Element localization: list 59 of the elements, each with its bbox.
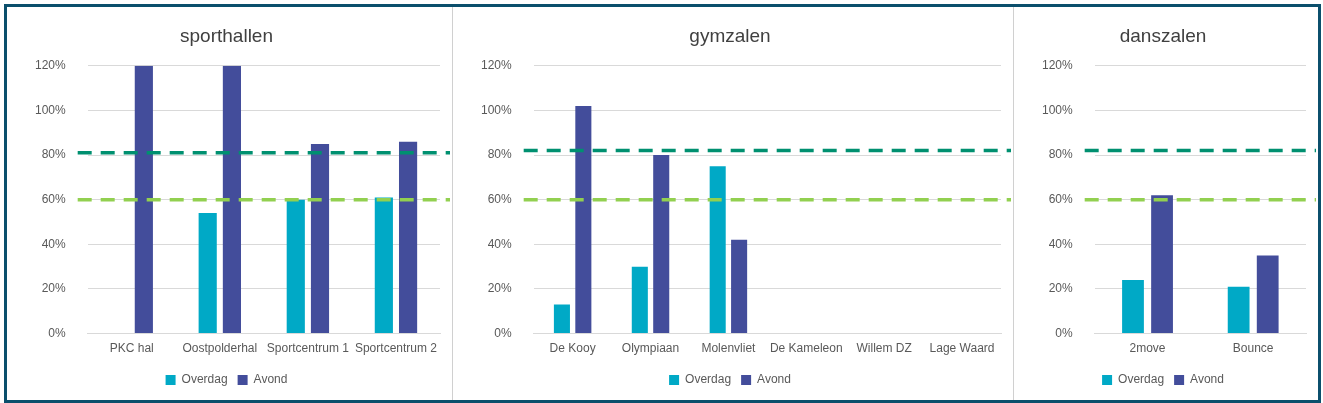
bar	[653, 155, 670, 334]
bar	[709, 166, 726, 334]
x-tick-label: 2move	[1129, 341, 1166, 356]
y-tick-label: 0%	[1055, 325, 1074, 340]
bar	[1256, 255, 1279, 334]
x-tick-label: Olympiaan	[621, 341, 680, 356]
y-tick-label: 40%	[41, 236, 67, 251]
legend-label: Avond	[253, 372, 288, 387]
x-tick-label: Oostpolderhal	[182, 341, 258, 356]
x-tick-label: De Kooy	[549, 341, 596, 356]
y-tick-label: 60%	[41, 192, 67, 207]
bar	[134, 65, 153, 334]
bar	[286, 199, 305, 334]
x-tick-label: De Kameleon	[769, 341, 843, 356]
y-tick-label: 40%	[1048, 236, 1074, 251]
y-tick-label: 20%	[487, 281, 513, 296]
y-tick-label: 20%	[41, 281, 67, 296]
legend-label: Avond	[757, 372, 791, 387]
legend-label: Overdag	[1118, 372, 1165, 387]
bar	[310, 143, 330, 334]
y-tick-label: 120%	[480, 58, 513, 73]
y-tick-label: 60%	[1048, 192, 1074, 207]
legend-label: Avond	[1190, 372, 1224, 387]
y-tick-label: 100%	[1041, 102, 1074, 117]
y-tick-label: 60%	[487, 192, 513, 207]
y-tick-label: 100%	[34, 102, 67, 117]
bar	[1122, 280, 1144, 334]
chart-title: danszalen	[1119, 24, 1207, 46]
bar	[631, 266, 648, 334]
y-tick-label: 120%	[1041, 58, 1074, 73]
bar	[1151, 195, 1173, 334]
bar	[398, 141, 418, 334]
x-tick-label: PKC hal	[109, 341, 154, 356]
bar	[222, 65, 241, 334]
y-tick-label: 120%	[34, 58, 67, 73]
y-tick-label: 40%	[487, 236, 513, 251]
y-tick-label: 20%	[1048, 281, 1074, 296]
y-tick-label: 0%	[48, 325, 67, 340]
bar	[198, 213, 217, 334]
y-tick-label: 80%	[41, 147, 67, 162]
y-tick-label: 0%	[494, 325, 513, 340]
bar	[374, 197, 393, 334]
y-tick-label: 80%	[487, 147, 513, 162]
x-tick-label: Molenvliet	[701, 341, 757, 356]
legend-label: Overdag	[181, 372, 228, 387]
y-tick-label: 80%	[1048, 147, 1074, 162]
y-tick-label: 100%	[480, 102, 513, 117]
legend-label: Overdag	[685, 372, 732, 387]
bar	[1227, 286, 1250, 334]
x-tick-label: Willem DZ	[856, 341, 912, 356]
x-tick-label: Sportcentrum 2	[354, 341, 438, 356]
chart-title: sporthallen	[180, 24, 273, 46]
chart-title: gymzalen	[689, 24, 771, 46]
bar	[553, 304, 570, 334]
bar	[731, 239, 748, 334]
x-tick-label: Bounce	[1232, 341, 1274, 356]
x-tick-label: Lage Waard	[929, 341, 995, 356]
bar	[575, 105, 592, 334]
x-tick-label: Sportcentrum 1	[266, 341, 350, 356]
